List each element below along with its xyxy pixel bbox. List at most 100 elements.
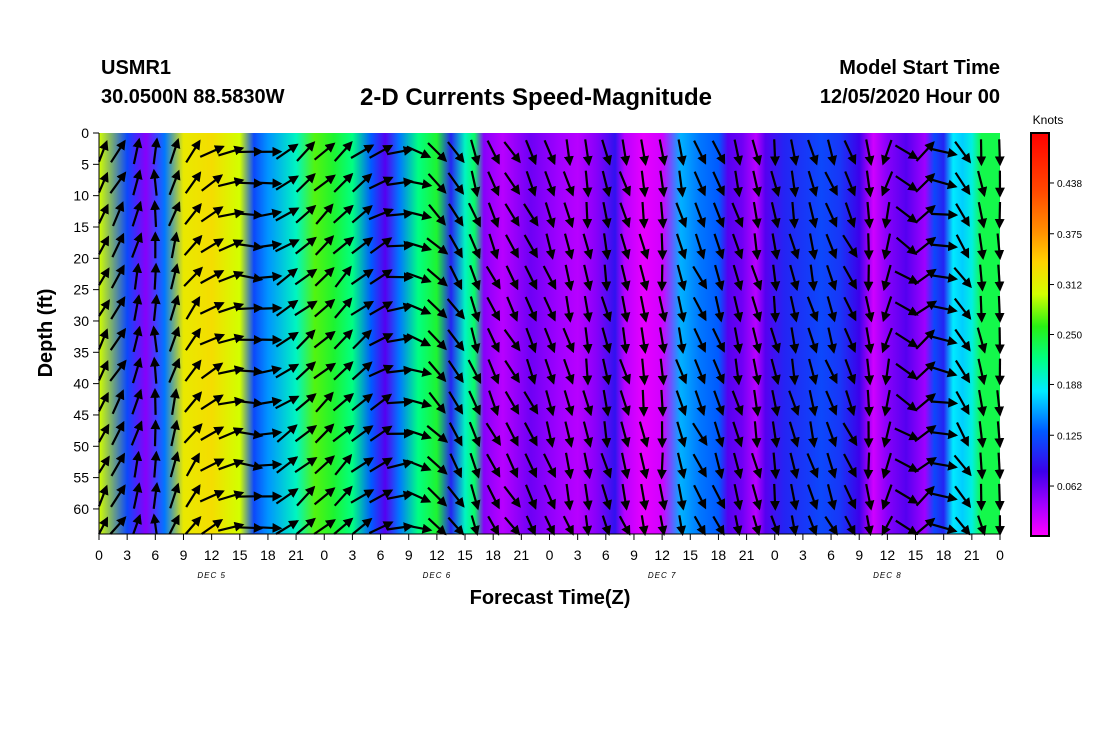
current-vector-arrow <box>676 421 687 448</box>
current-vector-arrow <box>333 172 354 193</box>
current-vector-arrow <box>825 390 838 416</box>
current-vector-arrow <box>352 329 372 350</box>
x-axis-ticks: 0 3 6 9 12 15 18 21 0 3 6 9 12 15 18 21 0 3 6 9 12 15 18 21 0 3 6 9… <box>95 534 1004 563</box>
current-vector-arrow <box>881 233 892 260</box>
current-vector-arrow <box>369 301 394 316</box>
current-vector-arrow <box>170 263 180 290</box>
y-tick-label: 25 <box>73 282 89 298</box>
x-tick-label: 6 <box>602 547 610 563</box>
current-vector-arrow <box>149 325 160 353</box>
y-tick-label: 10 <box>73 188 89 204</box>
current-vector-arrow <box>200 270 225 285</box>
current-vector-arrow <box>446 298 465 320</box>
current-vector-arrow <box>485 422 501 446</box>
current-vector-arrow <box>601 264 612 292</box>
y-tick-label: 0 <box>81 125 89 141</box>
current-vector-arrow <box>447 141 465 164</box>
current-vector-arrow <box>313 487 336 506</box>
current-vector-arrow <box>845 390 856 417</box>
y-tick-label: 5 <box>81 156 89 172</box>
current-vector-arrow <box>295 393 317 412</box>
current-vector-arrow <box>733 139 743 166</box>
current-vector-arrow <box>132 262 143 290</box>
current-vector-arrow <box>994 233 1005 261</box>
current-vector-arrow <box>351 173 373 193</box>
current-vector-arrow <box>894 301 919 316</box>
current-vector-arrow <box>692 422 708 446</box>
current-vector-arrow <box>386 146 414 156</box>
current-vector-arrow <box>406 459 432 472</box>
current-vector-arrow <box>169 482 181 509</box>
current-vector-arrow <box>295 204 317 224</box>
current-vector-arrow <box>109 327 127 351</box>
current-vector-arrow <box>132 482 143 509</box>
current-vector-arrow <box>676 327 687 355</box>
current-vector-arrow <box>638 201 649 229</box>
current-vector-arrow <box>619 233 631 260</box>
current-vector-arrow <box>487 359 500 385</box>
colorbar-tick-label: 0.250 <box>1057 331 1082 342</box>
current-vector-arrow <box>525 327 537 354</box>
current-vector-arrow <box>714 295 725 323</box>
current-vector-arrow <box>675 390 688 417</box>
current-vector-arrow <box>406 302 432 315</box>
current-vector-arrow <box>994 139 1005 167</box>
current-vector-arrow <box>864 170 875 198</box>
current-vector-arrow <box>582 390 594 417</box>
current-vector-arrow <box>582 327 593 355</box>
current-vector-arrow <box>639 327 649 355</box>
current-vector-arrow <box>881 201 892 229</box>
current-vector-arrow <box>351 205 373 224</box>
current-vector-arrow <box>131 388 143 415</box>
current-vector-arrow <box>276 456 299 474</box>
x-tick-label: 21 <box>288 547 304 563</box>
current-vector-arrow <box>994 452 1005 480</box>
current-vector-arrow <box>620 483 631 511</box>
current-vector-arrow <box>931 492 958 503</box>
current-vector-arrow <box>110 139 126 163</box>
current-vector-arrow <box>583 452 593 480</box>
current-vector-arrow <box>405 271 432 284</box>
current-vector-arrow <box>712 202 725 228</box>
current-vector-arrow <box>931 460 958 471</box>
current-vector-arrow <box>406 490 432 503</box>
current-vector-arrow <box>168 169 181 196</box>
current-vector-arrow <box>913 456 937 474</box>
current-vector-arrow <box>544 358 556 385</box>
current-vector-arrow <box>200 394 224 411</box>
current-vector-arrow <box>931 397 959 408</box>
current-vector-arrow <box>751 421 762 449</box>
current-vector-arrow <box>808 421 818 449</box>
current-vector-arrow <box>275 331 299 348</box>
current-vector-arrow <box>314 455 335 475</box>
current-vector-arrow <box>386 334 414 344</box>
current-vector-arrow <box>895 393 918 412</box>
y-tick-label: 40 <box>73 376 89 392</box>
current-vector-arrow <box>713 421 725 448</box>
current-vector-arrow <box>98 267 110 286</box>
current-vector-arrow <box>503 329 521 352</box>
current-vector-arrow <box>913 300 938 317</box>
current-vector-arrow <box>954 485 972 509</box>
current-vector-arrow <box>524 453 538 479</box>
current-vector-arrow <box>675 233 688 260</box>
current-vector-arrow <box>470 170 481 198</box>
x-tick-label: 18 <box>936 547 952 563</box>
current-vector-arrow <box>638 515 649 536</box>
current-vector-arrow <box>751 296 763 323</box>
day-label: DEC 7 <box>648 571 677 580</box>
current-vector-arrow <box>545 390 556 417</box>
current-vector-arrow <box>504 360 520 384</box>
current-vector-arrow <box>98 299 110 317</box>
current-vector-arrow <box>185 295 201 320</box>
current-vector-arrow <box>294 268 318 286</box>
current-vector-arrow <box>954 172 971 196</box>
current-vector-arrow <box>199 302 225 315</box>
current-vector-arrow <box>448 391 464 415</box>
current-vector-arrow <box>111 201 125 227</box>
current-vector-arrow <box>275 207 300 222</box>
current-vector-arrow <box>406 333 432 347</box>
current-vector-arrow <box>504 391 520 415</box>
current-vector-arrow <box>657 201 668 229</box>
current-vector-arrow <box>807 264 818 292</box>
